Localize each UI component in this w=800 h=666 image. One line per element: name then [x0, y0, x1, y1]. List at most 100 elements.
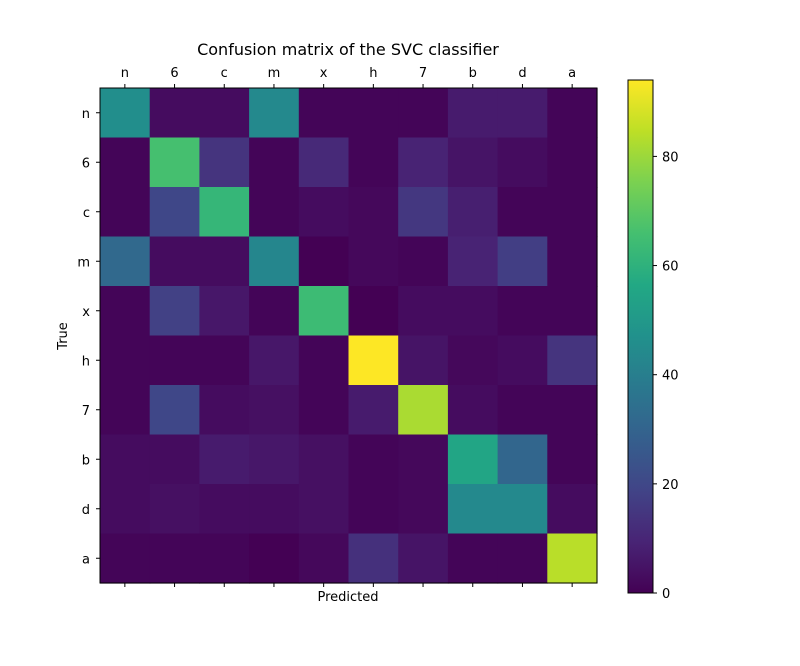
- heatmap-cell-x-c: [199, 286, 250, 337]
- heatmap-cell-a-b: [447, 533, 499, 584]
- heatmap-cell-7-x: [298, 385, 350, 436]
- x-tick-label: b: [469, 66, 477, 81]
- heatmap-cell-d-b: [447, 484, 499, 535]
- heatmap-cell-6-x: [298, 137, 350, 188]
- heatmap-cell-c-b: [447, 187, 499, 238]
- y-tick-label: b: [82, 453, 90, 468]
- chart-title: Confusion matrix of the SVC classifier: [197, 40, 499, 59]
- heatmap-cell-a-c: [199, 533, 250, 584]
- heatmap-cell-m-h: [348, 236, 399, 287]
- heatmap-cell-a-7: [398, 533, 449, 584]
- heatmap-cell-7-6: [149, 385, 200, 436]
- heatmap-cell-d-h: [348, 484, 399, 535]
- heatmap-cell-b-a: [547, 434, 598, 485]
- heatmap-cell-a-6: [149, 533, 200, 584]
- heatmap-cell-x-n: [100, 286, 151, 337]
- heatmap-cell-n-b: [447, 88, 499, 139]
- x-axis-label: Predicted: [317, 590, 378, 605]
- heatmap-cell-d-7: [398, 484, 449, 535]
- y-tick-label: d: [82, 503, 90, 518]
- colorbar: [628, 80, 653, 593]
- heatmap-cell-c-m: [249, 187, 300, 238]
- x-tick-label: 6: [170, 66, 178, 81]
- heatmap-cell-h-d: [497, 335, 548, 386]
- heatmap-cell-b-x: [298, 434, 350, 485]
- y-tick-label: a: [82, 552, 90, 567]
- heatmap-cell-6-h: [348, 137, 399, 188]
- heatmap-cell-b-m: [249, 434, 300, 485]
- heatmap-cell-a-h: [348, 533, 399, 584]
- heatmap-cell-x-6: [149, 286, 200, 337]
- colorbar-tick-label: 60: [662, 260, 679, 275]
- heatmap-cell-7-7: [398, 385, 449, 436]
- heatmap-cell-6-a: [547, 137, 598, 188]
- heatmap-cell-d-6: [149, 484, 200, 535]
- heatmap-cell-b-n: [100, 434, 151, 485]
- heatmap-cell-d-c: [199, 484, 250, 535]
- heatmap-cell-x-x: [298, 286, 350, 337]
- colorbar-ticks: 0 20 40 60 80: [653, 150, 679, 602]
- x-tick-label: x: [320, 66, 328, 81]
- heatmap-cell-c-h: [348, 187, 399, 238]
- heatmap-cell-c-a: [547, 187, 598, 238]
- heatmap-cell-6-n: [100, 137, 151, 188]
- heatmap-cell-d-m: [249, 484, 300, 535]
- heatmap-cell-6-d: [497, 137, 548, 188]
- heatmap-cell-7-b: [447, 385, 499, 436]
- heatmap-cell-c-7: [398, 187, 449, 238]
- y-tick-label: 7: [82, 404, 90, 419]
- heatmap-cell-m-x: [298, 236, 350, 287]
- colorbar-frame: [627, 79, 654, 594]
- heatmap-cell-d-a: [547, 484, 598, 535]
- heatmap-cell-m-b: [447, 236, 499, 287]
- heatmap-cell-d-x: [298, 484, 350, 535]
- heatmap-cell-x-a: [547, 286, 598, 337]
- heatmap-cell-d-n: [100, 484, 151, 535]
- colorbar-tick-label: 20: [662, 478, 679, 493]
- x-tick-label: a: [568, 66, 576, 81]
- heatmap-cell-m-d: [497, 236, 548, 287]
- heatmap-cell-b-6: [149, 434, 200, 485]
- colorbar-tick-label: 80: [662, 150, 679, 165]
- heatmap-cell-h-c: [199, 335, 250, 386]
- heatmap-cell-x-m: [249, 286, 300, 337]
- heatmap-cell-7-h: [348, 385, 399, 436]
- x-tick-label: h: [369, 66, 377, 81]
- y-tick-label: h: [82, 354, 90, 369]
- x-tick-label: d: [518, 66, 526, 81]
- heatmap-cell-m-c: [199, 236, 250, 287]
- heatmap-cell-n-x: [298, 88, 350, 139]
- heatmap-cell-h-x: [298, 335, 350, 386]
- heatmap-cell-d-d: [497, 484, 548, 535]
- heatmap-cell-h-b: [447, 335, 499, 386]
- heatmap-cell-c-d: [497, 187, 548, 238]
- heatmap-cell-m-n: [100, 236, 151, 287]
- heatmap-cell-6-7: [398, 137, 449, 188]
- heatmap-cell-n-d: [497, 88, 548, 139]
- x-tick-label: n: [121, 66, 129, 81]
- x-tick-label: c: [221, 66, 228, 81]
- heatmap-cell-6-m: [249, 137, 300, 188]
- plot-frame: [99, 87, 598, 584]
- heatmap-cell-n-h: [348, 88, 399, 139]
- heatmap-cell-b-h: [348, 434, 399, 485]
- heatmap-cell-x-7: [398, 286, 449, 337]
- heatmap-cell-m-7: [398, 236, 449, 287]
- heatmap-cell-7-a: [547, 385, 598, 436]
- heatmap-cell-a-x: [298, 533, 350, 584]
- x-tick-label: 7: [419, 66, 427, 81]
- heatmap-cell-c-n: [100, 187, 151, 238]
- y-tick-label: x: [82, 305, 90, 320]
- heatmap-cell-a-m: [249, 533, 300, 584]
- heatmap-cell-n-m: [249, 88, 300, 139]
- heatmap-cell-7-d: [497, 385, 548, 436]
- heatmap-cell-h-7: [398, 335, 449, 386]
- heatmap-cell-n-n: [100, 88, 151, 139]
- y-tick-label: c: [83, 206, 90, 221]
- heatmap-cell-b-d: [497, 434, 548, 485]
- y-axis-label: True: [56, 322, 71, 351]
- heatmap-cell-b-b: [447, 434, 499, 485]
- heatmap-cell-c-c: [199, 187, 250, 238]
- heatmap-cell-b-7: [398, 434, 449, 485]
